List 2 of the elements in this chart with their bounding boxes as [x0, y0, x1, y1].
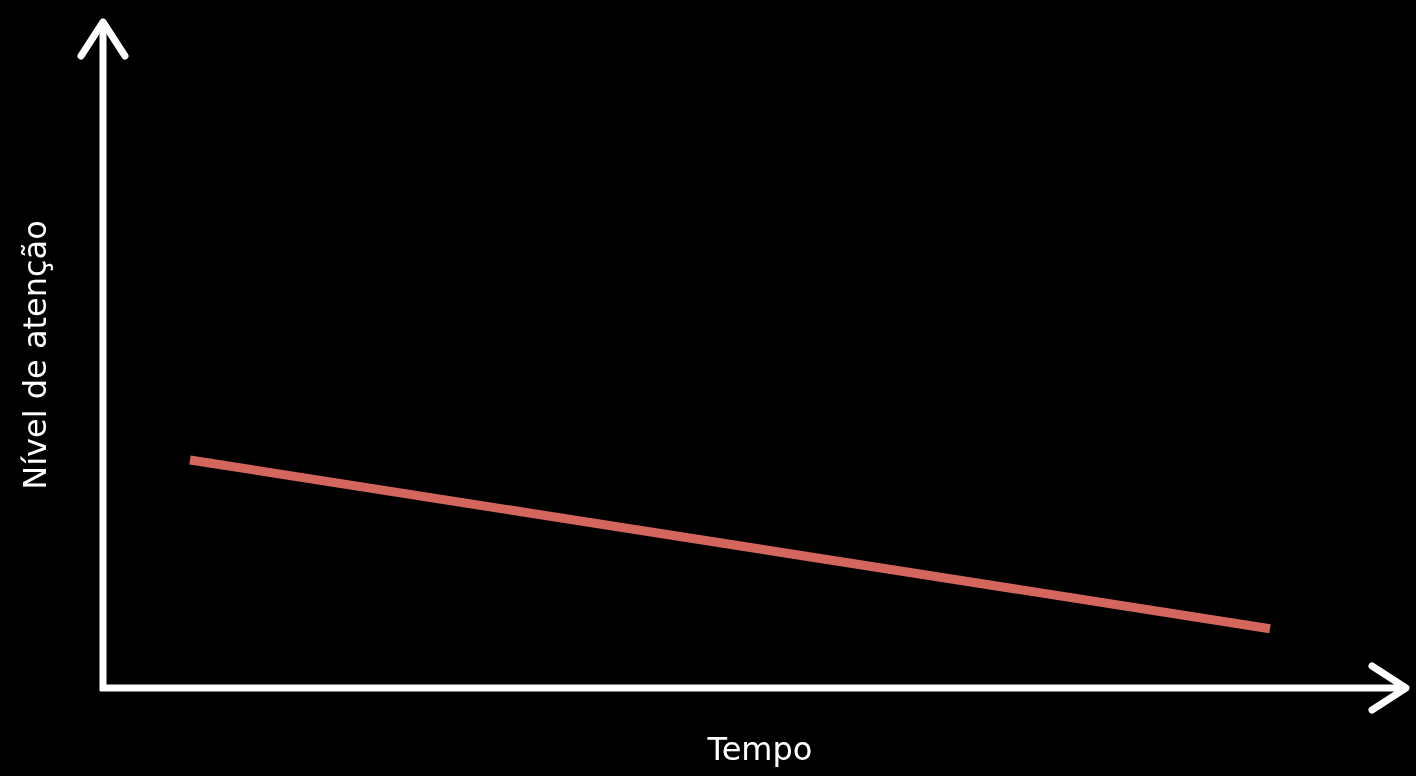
y-axis-title: Nível de atenção	[16, 220, 54, 490]
x-axis-title: Tempo	[706, 730, 813, 768]
